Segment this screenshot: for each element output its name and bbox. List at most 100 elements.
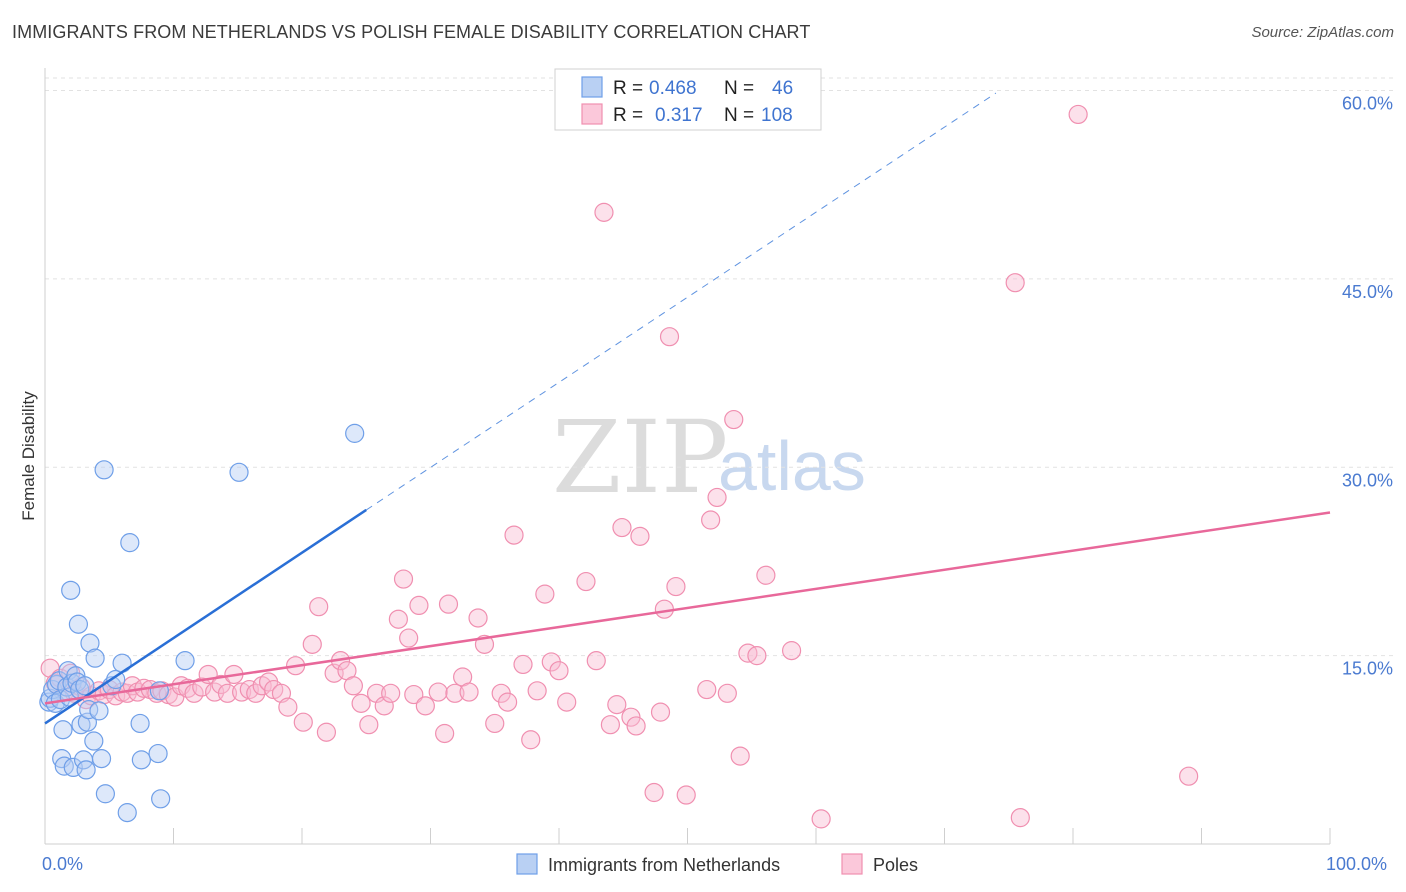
poles-point: [428, 682, 448, 702]
poles-point: [513, 654, 533, 675]
legend-r-label-1: R =: [613, 78, 643, 99]
netherlands-point: [89, 701, 109, 721]
poles-point: [359, 715, 379, 735]
poles-point: [278, 697, 298, 717]
bottom-legend-swatch-netherlands: [516, 853, 538, 875]
poles-point: [549, 661, 569, 681]
netherlands-points: [39, 423, 365, 823]
legend-n-value-1: 46: [772, 78, 793, 99]
x-axis-ticks: [44, 828, 1331, 844]
poles-point: [521, 730, 541, 750]
bottom-legend-label-poles: Poles: [873, 855, 918, 875]
poles-point: [192, 677, 212, 697]
poles-point: [1179, 766, 1199, 786]
poles-point: [557, 692, 577, 712]
netherlands-point: [61, 580, 81, 600]
poles-point: [309, 597, 329, 617]
netherlands-point: [94, 460, 114, 480]
poles-point: [1068, 104, 1088, 125]
netherlands-trend-line: [44, 508, 367, 725]
netherlands-point: [95, 784, 115, 804]
netherlands-point: [151, 789, 171, 809]
netherlands-point: [85, 648, 105, 668]
legend: R = 0.468 N = 46 R = 0.317 N = 108: [554, 68, 822, 131]
poles-point: [701, 510, 721, 530]
netherlands-point: [120, 533, 140, 553]
poles-point: [404, 684, 424, 705]
netherlands-point: [131, 750, 151, 770]
poles-point: [535, 584, 555, 604]
poles-point: [607, 695, 627, 715]
poles-point: [409, 595, 429, 616]
poles-point: [381, 683, 401, 703]
poles-point: [697, 679, 717, 700]
bottom-legend-swatch-poles: [841, 853, 863, 875]
poles-point: [724, 409, 744, 430]
legend-n-value-2: 108: [761, 105, 793, 126]
y-tick-label: 15.0%: [1342, 659, 1393, 679]
poles-point: [504, 525, 524, 545]
poles-point: [316, 722, 337, 742]
y-tick-label: 60.0%: [1342, 94, 1393, 114]
x-tick-label-max: 100.0%: [1326, 854, 1387, 874]
poles-point: [343, 676, 363, 696]
watermark-atlas: atlas: [718, 427, 866, 505]
poles-point: [498, 692, 518, 712]
watermark: ZIP atlas: [552, 399, 866, 516]
y-tick-label: 45.0%: [1342, 282, 1393, 302]
legend-r-value-2: 0.317: [655, 105, 703, 126]
poles-point: [393, 569, 414, 589]
poles-point: [594, 202, 614, 222]
netherlands-point: [148, 743, 168, 764]
legend-n-label-2: N =: [724, 105, 754, 126]
poles-point: [415, 696, 435, 716]
watermark-zip: ZIP: [552, 399, 728, 516]
poles-point: [621, 707, 641, 727]
poles-point: [666, 576, 686, 597]
legend-r-value-1: 0.468: [649, 78, 697, 99]
poles-point: [468, 608, 488, 628]
poles-points: [40, 80, 1199, 829]
netherlands-point: [53, 720, 73, 740]
poles-point: [388, 609, 408, 629]
netherlands-point: [175, 651, 195, 671]
netherlands-point: [80, 633, 100, 653]
poles-point: [576, 571, 596, 592]
netherlands-point: [68, 614, 89, 634]
poles-point: [707, 487, 727, 508]
y-axis-label: Female Disability: [19, 391, 38, 521]
poles-point: [650, 702, 671, 722]
netherlands-point: [130, 713, 150, 734]
y-axis-tick-labels: 15.0% 30.0% 45.0% 60.0%: [1342, 94, 1393, 679]
legend-n-label-1: N =: [724, 78, 754, 99]
poles-point: [676, 785, 696, 805]
legend-swatch-poles: [581, 103, 603, 125]
poles-point: [644, 782, 664, 803]
poles-point: [1010, 808, 1030, 828]
poles-point: [600, 715, 621, 735]
poles-point: [730, 746, 750, 766]
poles-point: [435, 723, 455, 744]
legend-swatch-netherlands: [581, 76, 603, 98]
poles-point: [184, 683, 204, 703]
poles-point: [1005, 273, 1025, 293]
chart-title: IMMIGRANTS FROM NETHERLANDS VS POLISH FE…: [12, 22, 811, 42]
netherlands-point: [229, 462, 249, 482]
bottom-legend: Immigrants from Netherlands Poles: [516, 853, 918, 875]
poles-point: [302, 634, 322, 654]
poles-point: [351, 693, 371, 713]
trend-lines: [44, 92, 1331, 725]
poles-point: [811, 809, 831, 829]
netherlands-point: [76, 760, 96, 780]
poles-point: [586, 651, 606, 671]
netherlands-point: [84, 731, 104, 751]
poles-point: [781, 641, 802, 661]
poles-point: [527, 681, 547, 701]
netherlands-point: [345, 423, 365, 443]
poles-point: [217, 683, 238, 703]
bottom-legend-label-netherlands: Immigrants from Netherlands: [548, 855, 780, 875]
poles-point: [374, 696, 394, 716]
legend-r-label-2: R =: [613, 105, 643, 126]
poles-point: [438, 594, 459, 614]
